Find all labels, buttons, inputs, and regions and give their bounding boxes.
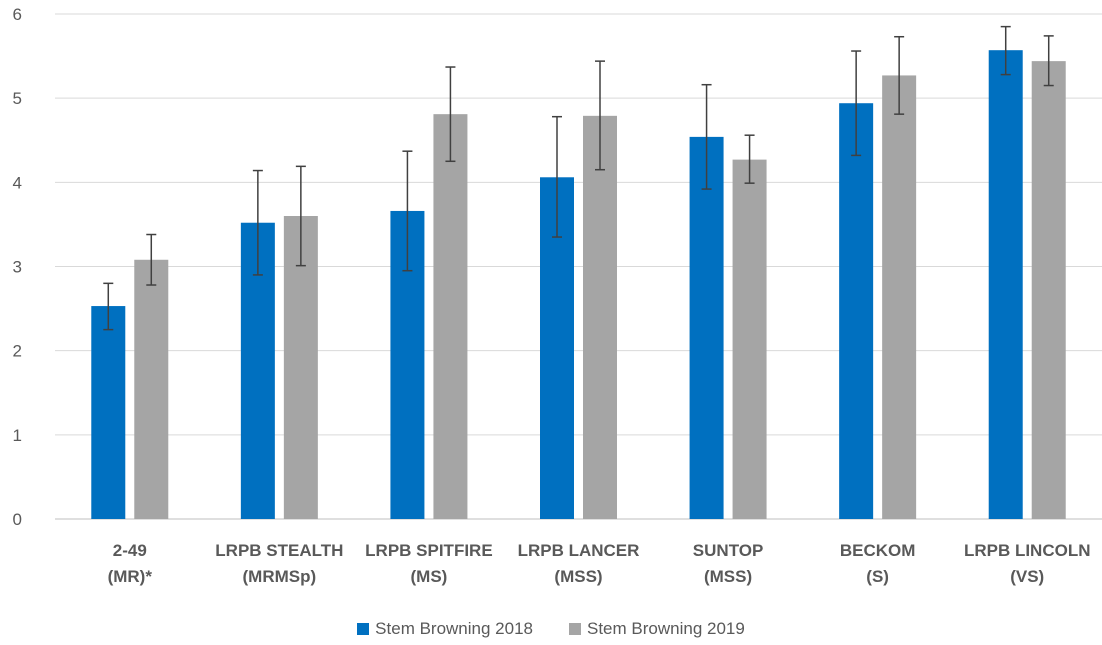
legend-swatch-2018 [357, 623, 370, 635]
x-category-label: (VS) [1010, 567, 1044, 586]
x-category-label: (MS) [411, 567, 448, 586]
x-category-label: LRPB LANCER [518, 541, 640, 560]
y-tick-label: 5 [13, 89, 22, 108]
y-tick-label: 0 [13, 510, 22, 529]
x-category-label: LRPB LINCOLN [964, 541, 1091, 560]
bar [839, 103, 874, 519]
bar [1031, 61, 1066, 520]
x-category-label: (MR)* [108, 567, 153, 586]
y-tick-label: 6 [13, 5, 22, 24]
x-category-label: (S) [866, 567, 889, 586]
bar [732, 159, 767, 519]
bar [988, 50, 1023, 520]
bar-chart: 0 1 2 3 4 5 6 2-49 (MR)* LRPB STEALTH (MRMSp) LRPB … [13, 5, 1102, 586]
y-tick-label: 3 [13, 258, 22, 277]
bar [689, 136, 724, 519]
x-category-label: (MSS) [704, 567, 752, 586]
legend: Stem Browning 2018 Stem Browning 2019 [0, 619, 1102, 639]
bar [283, 216, 318, 519]
bar [882, 75, 917, 520]
x-category-label: BECKOM [840, 541, 916, 560]
x-category-label: LRPB STEALTH [215, 541, 343, 560]
y-tick-label: 1 [13, 426, 22, 445]
legend-label-2018: Stem Browning 2018 [375, 619, 533, 638]
bar [91, 306, 126, 519]
x-category-label: LRPB SPITFIRE [365, 541, 493, 560]
x-category-label: (MRMSp) [243, 567, 317, 586]
x-category-label: 2-49 [113, 541, 147, 560]
legend-item-2019: Stem Browning 2019 [569, 619, 745, 639]
y-tick-label: 4 [13, 173, 22, 192]
legend-item-2018: Stem Browning 2018 [357, 619, 533, 639]
x-category-label: (MSS) [554, 567, 602, 586]
legend-label-2019: Stem Browning 2019 [587, 619, 745, 638]
y-tick-label: 2 [13, 342, 22, 361]
bar [433, 114, 468, 520]
x-category-label: SUNTOP [693, 541, 764, 560]
legend-swatch-2019 [569, 623, 581, 635]
bar [134, 259, 169, 519]
bar [583, 115, 617, 519]
